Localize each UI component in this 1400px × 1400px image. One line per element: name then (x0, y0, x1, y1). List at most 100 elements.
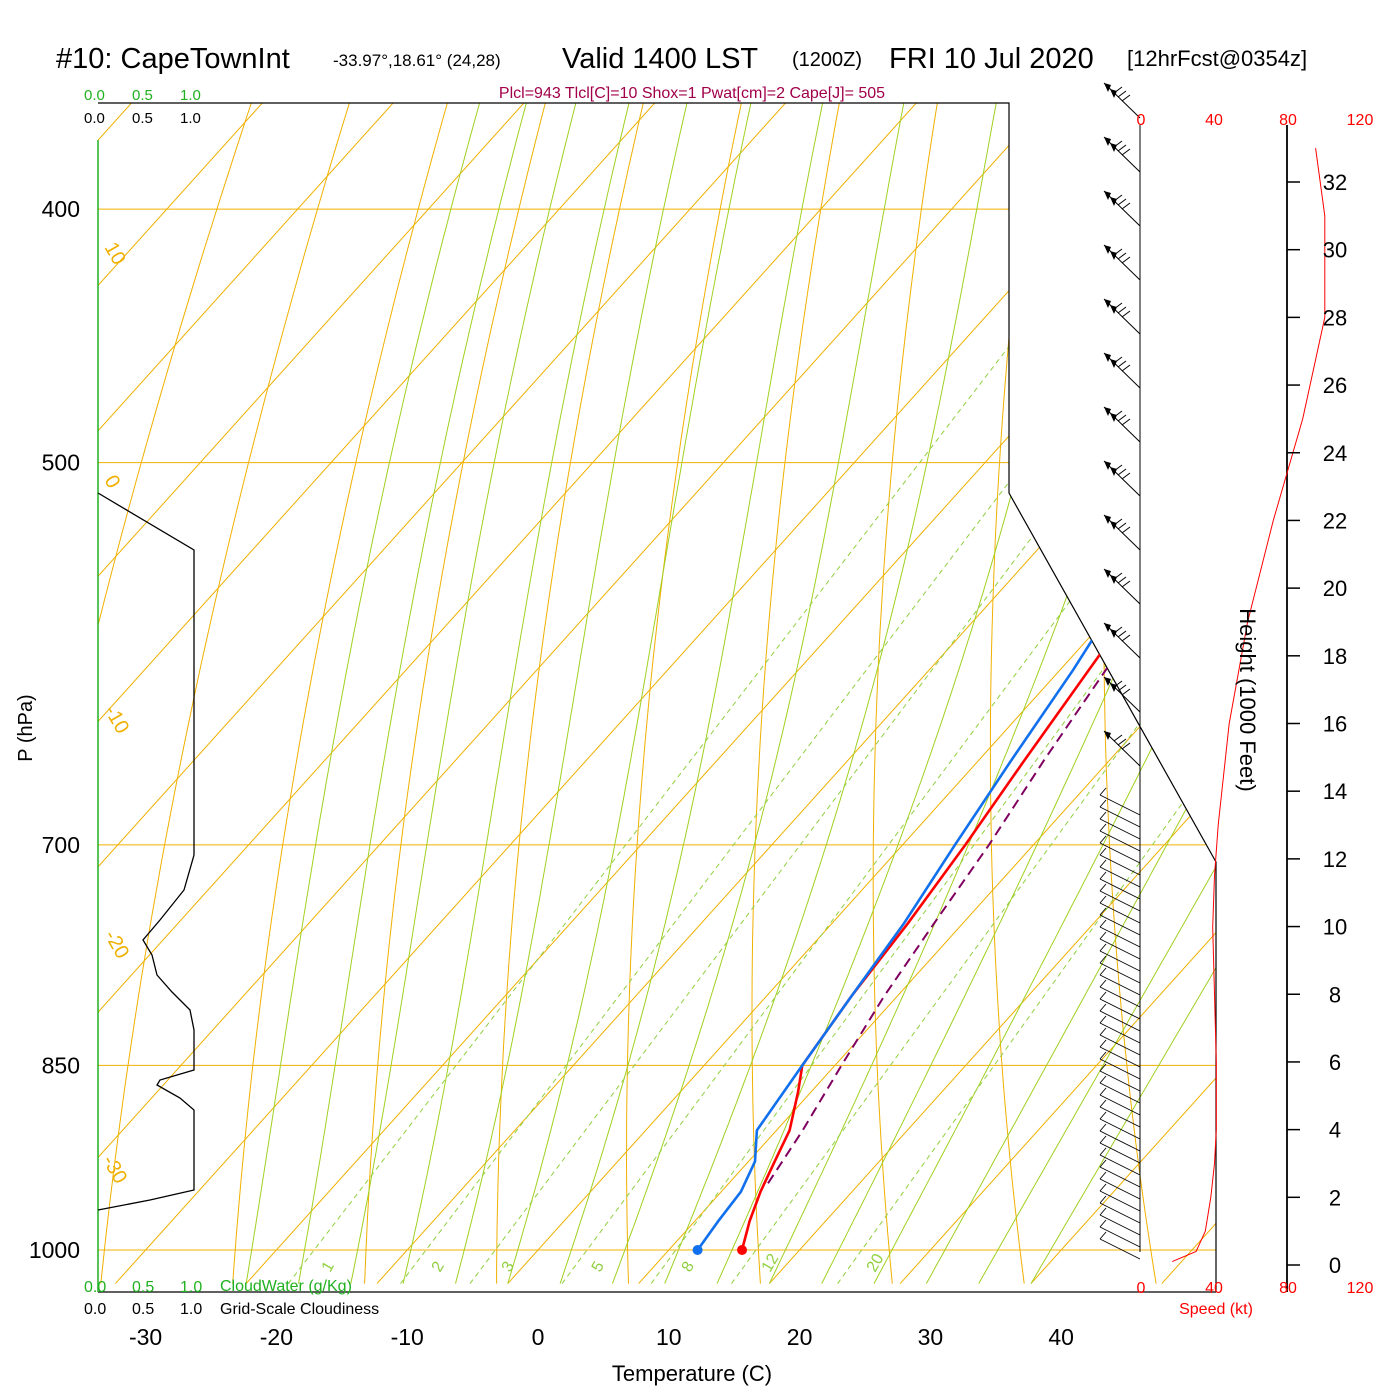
height-tick-label: 18 (1323, 644, 1347, 669)
cloudiness-tick-top-2: 1.0 (180, 110, 201, 127)
isotherm-label: -10 (100, 702, 134, 738)
speed-tick-top-1: 40 (1205, 112, 1223, 129)
wind-barb (1103, 406, 1141, 443)
mixing-ratio-line (561, 208, 1216, 1284)
cloudwater-tick-bottom-2: 1.0 (180, 1279, 202, 1296)
mixing-ratio-line (650, 208, 1216, 1284)
surface-temperature-dot (737, 1245, 748, 1255)
cloudwater-tick-bottom-1: 0.5 (132, 1279, 154, 1296)
pressure-tick-label: 700 (42, 832, 80, 858)
wind-barb (1099, 895, 1141, 924)
pressure-tick-label: 500 (42, 450, 80, 476)
cloud-scales-bottom: 0.0 0.5 1.0 CloudWater (g/Kg) 0.0 0.5 1.… (84, 1278, 379, 1318)
speed-tick-bottom-3: 120 (1347, 1280, 1374, 1297)
isotherm-label: 10 (1034, 517, 1065, 548)
moist-adiabat (350, 103, 701, 1284)
wind-barb (1099, 931, 1141, 960)
wind-barb (1099, 823, 1141, 852)
wind-barb (1099, 1207, 1141, 1236)
wind-barb (1099, 955, 1141, 984)
x-tick-label: -10 (391, 1324, 424, 1350)
mixing-ratio-label: 12 (759, 1251, 783, 1275)
height-tick-label: 24 (1323, 441, 1347, 466)
wind-barb (1099, 1063, 1141, 1092)
dry-adiabat (98, 103, 407, 1284)
dry-adiabat (872, 103, 1023, 1284)
wind-barb (1099, 1147, 1141, 1176)
pressure-tick-label: 1000 (29, 1237, 80, 1263)
height-tick-label: 4 (1329, 1118, 1341, 1143)
isotherm-label: 20 (1101, 640, 1132, 671)
isotherm (115, 103, 1216, 1284)
wind-speed-axis: 0 40 80 120 0 40 80 120 Speed (kt) (1137, 112, 1374, 1318)
speed-axis-label: Speed (kt) (1179, 1301, 1253, 1318)
pressure-tick-label: 850 (42, 1052, 80, 1078)
isotherm (98, 103, 1216, 1284)
isotherm (98, 103, 517, 1284)
cloudiness-tick-bottom-1: 0.5 (132, 1301, 154, 1318)
mixing-ratio-label: 8 (679, 1259, 698, 1275)
wind-barb (1099, 967, 1141, 996)
dry-adiabat (625, 103, 847, 1284)
isotherm-label: -20 (100, 927, 134, 963)
wind-barb (1103, 190, 1141, 227)
height-tick-label: 16 (1323, 712, 1347, 737)
dry-adiabat (100, 103, 495, 1284)
isotherm (98, 103, 779, 1284)
height-tick-label: 26 (1323, 373, 1347, 398)
dry-adiabat (232, 103, 583, 1284)
wind-speed-line (1172, 148, 1326, 1263)
height-tick-label: 22 (1323, 508, 1347, 533)
wind-barb (1099, 1015, 1141, 1044)
mixing-ratio-line (731, 208, 1216, 1284)
mixing-ratio-line (469, 208, 1216, 1284)
speed-tick-top-3: 120 (1347, 112, 1374, 129)
height-axis-title: Height (1000 Feet) (1235, 608, 1260, 791)
height-tick-label: 32 (1323, 170, 1347, 195)
axes: -30-20-100102030402503004005007008501000… (29, 170, 1347, 1350)
speed-tick-bottom-1: 40 (1205, 1280, 1223, 1297)
mixing-ratio-line (287, 208, 1115, 1284)
speed-tick-top-0: 0 (1137, 112, 1146, 129)
height-tick-label: 0 (1329, 1253, 1341, 1278)
wind-barb (1103, 298, 1141, 335)
moist-adiabat (455, 103, 801, 1284)
isotherm (98, 103, 910, 1284)
wind-barb (1099, 979, 1141, 1008)
wind-barb (1099, 1087, 1141, 1116)
wind-barb (1099, 1075, 1141, 1104)
wind-barb (1099, 1159, 1141, 1188)
moist-adiabat (611, 103, 998, 1284)
wind-barb (1099, 1171, 1141, 1200)
cloudiness-label: Grid-Scale Cloudiness (220, 1301, 379, 1318)
wind-barb (1099, 883, 1141, 912)
height-tick-label: 14 (1323, 779, 1347, 804)
wind-barb (1099, 1027, 1141, 1056)
cloudwater-tick-top-2: 1.0 (180, 87, 201, 104)
height-tick-label: 20 (1323, 576, 1347, 601)
dry-adiabat (496, 103, 759, 1284)
moist-adiabat (507, 103, 858, 1284)
wind-barb (1099, 1219, 1141, 1248)
x-tick-label: 30 (918, 1324, 944, 1350)
forecast-label: [12hrFcst@0354z] (1127, 46, 1307, 71)
height-tick-label: 28 (1323, 305, 1347, 330)
wind-barb (1099, 1099, 1141, 1128)
zulu-time: (1200Z) (792, 49, 862, 71)
height-tick-label: 10 (1323, 915, 1347, 940)
moist-adiabat (716, 103, 1185, 1284)
mixing-ratio-label: 5 (589, 1259, 608, 1275)
cloudiness-tick-bottom-2: 1.0 (180, 1301, 202, 1318)
wind-barb (1103, 622, 1141, 659)
x-tick-label: 0 (532, 1324, 545, 1350)
wind-barb (1099, 991, 1141, 1020)
height-tick-label: 2 (1329, 1185, 1341, 1210)
valid-date: FRI 10 Jul 2020 (889, 43, 1094, 75)
wind-barb (1103, 460, 1141, 497)
isotherm (507, 103, 1216, 1284)
cloudiness-tick-top-0: 0.0 (84, 110, 105, 127)
isotherm (98, 103, 256, 1284)
x-tick-label: 40 (1048, 1324, 1074, 1350)
plot-frame (97, 102, 1288, 1293)
